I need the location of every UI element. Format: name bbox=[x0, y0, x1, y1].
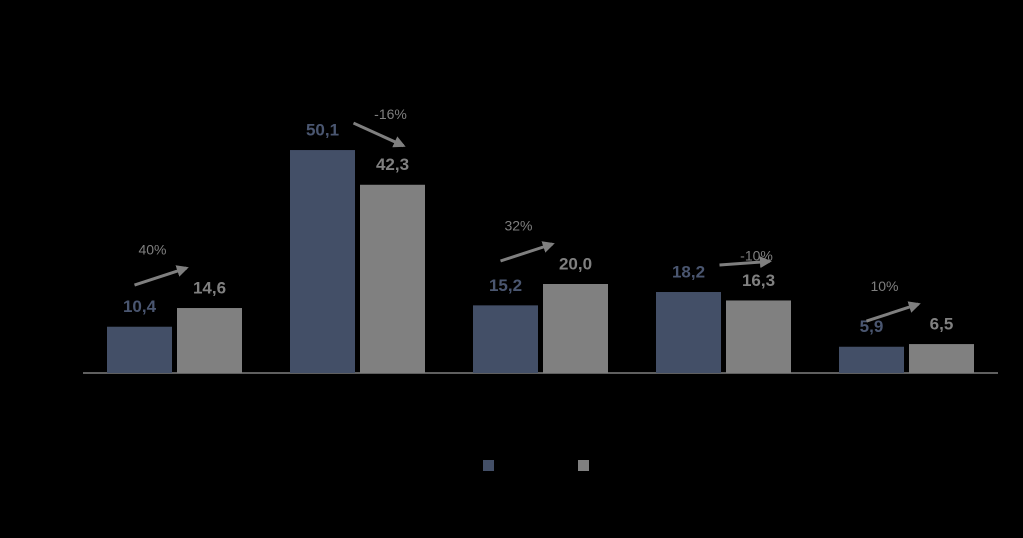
change-label: -16% bbox=[374, 106, 407, 122]
value-label: 16,3 bbox=[742, 271, 775, 290]
bar bbox=[107, 326, 172, 373]
change-label: -10% bbox=[740, 248, 773, 264]
change-label: 32% bbox=[504, 218, 532, 234]
value-label: 5,9 bbox=[860, 317, 884, 336]
change-label: 40% bbox=[138, 242, 166, 258]
change-label: 10% bbox=[870, 278, 898, 294]
bar bbox=[360, 184, 425, 373]
change-arrow bbox=[866, 301, 921, 323]
bar bbox=[177, 308, 242, 373]
bar bbox=[839, 346, 904, 373]
value-label: 15,2 bbox=[489, 276, 522, 295]
value-label: 20,0 bbox=[559, 254, 592, 273]
value-label: 10,4 bbox=[123, 297, 157, 316]
value-label: 14,6 bbox=[193, 279, 226, 298]
value-label: 18,2 bbox=[672, 262, 705, 281]
legend-swatch bbox=[578, 460, 589, 471]
change-arrow bbox=[352, 121, 406, 148]
bar bbox=[726, 300, 791, 373]
value-label: 6,5 bbox=[930, 315, 954, 334]
bar bbox=[656, 292, 721, 373]
value-label: 42,3 bbox=[376, 155, 409, 174]
bar bbox=[290, 150, 355, 373]
value-label: 50,1 bbox=[306, 121, 339, 140]
change-arrow bbox=[719, 256, 772, 269]
bar bbox=[909, 344, 974, 373]
change-arrow bbox=[134, 265, 189, 287]
change-arrow bbox=[500, 241, 555, 263]
legend-swatch bbox=[483, 460, 494, 471]
bar bbox=[473, 305, 538, 373]
bar bbox=[543, 284, 608, 373]
